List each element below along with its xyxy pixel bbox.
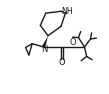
Text: O: O [59, 58, 65, 67]
Text: N: N [41, 45, 47, 54]
Polygon shape [42, 36, 48, 47]
Text: O: O [70, 38, 76, 47]
Text: NH: NH [62, 7, 73, 16]
